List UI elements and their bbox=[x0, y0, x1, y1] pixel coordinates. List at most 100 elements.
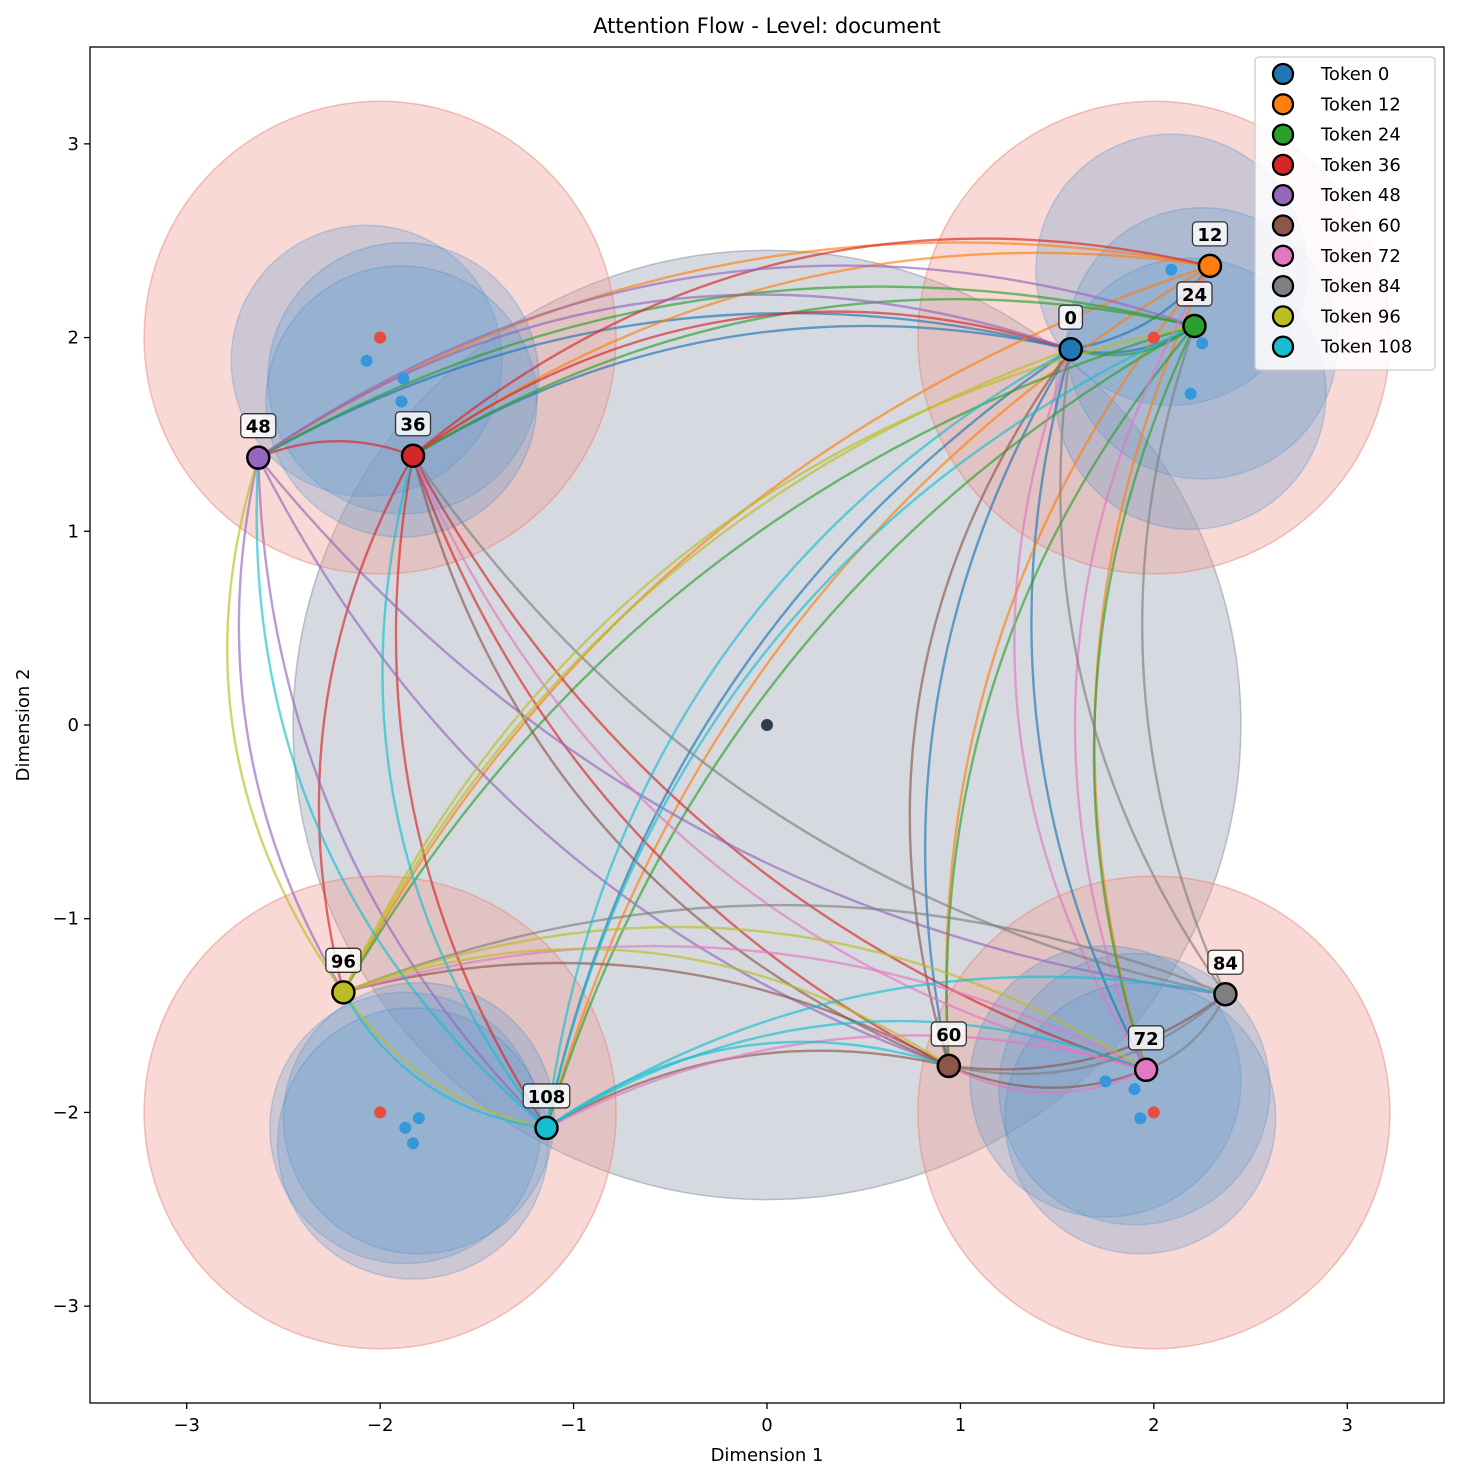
token-node-24 bbox=[1182, 313, 1207, 339]
edge-36-to-108 bbox=[394, 455, 548, 1129]
token-label-72: 72 bbox=[1134, 1029, 1159, 1050]
edge-0-to-36 bbox=[412, 324, 1071, 457]
token-node-84 bbox=[1213, 982, 1238, 1007]
legend-marker-36 bbox=[1271, 153, 1295, 177]
edge-108-to-36 bbox=[381, 455, 548, 1129]
edge-48-to-108 bbox=[257, 457, 548, 1129]
x-tick-label-5: 2 bbox=[1148, 1415, 1159, 1436]
edge-108-to-48 bbox=[255, 457, 548, 1129]
token-label-60: 60 bbox=[936, 1025, 961, 1046]
edge-84-to-24 bbox=[1141, 325, 1227, 995]
token-node-96 bbox=[331, 980, 356, 1005]
legend-label-24: Token 24 bbox=[1320, 125, 1401, 146]
legend-label-36: Token 36 bbox=[1320, 155, 1401, 176]
token-node-60 bbox=[936, 1053, 962, 1079]
edge-12-to-96 bbox=[342, 264, 1211, 993]
cluster-regions bbox=[143, 100, 1391, 1350]
edge-36-to-72 bbox=[411, 455, 1147, 1071]
edge-0-to-48 bbox=[257, 311, 1071, 459]
edge-84-to-60 bbox=[948, 993, 1227, 1076]
cluster-center-2 bbox=[374, 1106, 387, 1119]
edge-96-to-108 bbox=[342, 991, 547, 1130]
legend-marker-24 bbox=[1271, 123, 1295, 146]
x-tick-label-3: 0 bbox=[761, 1415, 772, 1436]
x-axis-label: Dimension 1 bbox=[711, 1445, 824, 1466]
x-tick-label-0: −3 bbox=[173, 1415, 200, 1436]
edge-72-to-60 bbox=[948, 1064, 1147, 1094]
cluster-center-1 bbox=[1147, 331, 1160, 344]
edge-60-to-84 bbox=[948, 993, 1227, 1071]
data-points bbox=[360, 263, 1209, 1150]
legend-marker-84 bbox=[1271, 274, 1295, 298]
edge-48-to-84 bbox=[257, 456, 1226, 996]
edge-36-to-0 bbox=[412, 310, 1072, 457]
token-label-box-60 bbox=[930, 1021, 967, 1047]
sub-point-4 bbox=[1196, 337, 1209, 350]
legend-label-0: Token 0 bbox=[1320, 64, 1389, 85]
legend-marker-12 bbox=[1271, 93, 1295, 116]
edge-72-to-36 bbox=[411, 455, 1147, 1071]
token-label-box-108 bbox=[522, 1083, 571, 1109]
y-tick-label-2: −1 bbox=[52, 909, 79, 930]
sub-point-5 bbox=[1184, 387, 1197, 400]
edge-96-to-24 bbox=[342, 324, 1195, 993]
attention-edges bbox=[226, 237, 1227, 1130]
token-label-box-48 bbox=[240, 413, 277, 439]
cluster-center-0 bbox=[374, 331, 387, 344]
cluster-center-3 bbox=[1147, 1106, 1160, 1119]
x-tick-label-2: −1 bbox=[560, 1415, 587, 1436]
edge-24-to-48 bbox=[257, 285, 1195, 459]
edge-84-to-0 bbox=[1059, 349, 1227, 995]
sub-point-10 bbox=[1128, 1083, 1141, 1096]
token-label-box-12 bbox=[1191, 221, 1229, 247]
legend-box bbox=[1254, 56, 1436, 371]
token-node-72 bbox=[1133, 1057, 1159, 1083]
y-tick-label-1: −2 bbox=[52, 1102, 79, 1123]
edge-108-to-24 bbox=[545, 324, 1195, 1129]
edge-84-to-36 bbox=[412, 455, 1226, 996]
token-label-box-24 bbox=[1176, 281, 1213, 307]
y-tick-label-4: 1 bbox=[68, 521, 79, 542]
legend-marker-48 bbox=[1271, 184, 1295, 207]
edge-96-to-72 bbox=[342, 925, 1147, 1071]
legend-label-60: Token 60 bbox=[1320, 216, 1401, 237]
token-node-108 bbox=[534, 1115, 559, 1141]
edge-24-to-96 bbox=[342, 324, 1195, 993]
edge-96-to-48 bbox=[226, 457, 345, 994]
token-label-48: 48 bbox=[246, 417, 271, 438]
x-tick-label-4: 1 bbox=[955, 1415, 966, 1436]
legend-marker-108 bbox=[1271, 335, 1295, 358]
token-label-box-84 bbox=[1207, 949, 1244, 975]
x-axis-ticks: −3 −2 −1 0 1 2 3 bbox=[173, 1403, 1353, 1436]
edge-36-to-48 bbox=[257, 440, 414, 459]
legend-label-48: Token 48 bbox=[1320, 185, 1401, 206]
sub-point-0 bbox=[360, 354, 373, 367]
edge-0-to-60 bbox=[923, 348, 1072, 1067]
edge-84-to-72 bbox=[1145, 993, 1227, 1071]
edge-36-to-60 bbox=[411, 455, 950, 1068]
sub-point-2 bbox=[395, 395, 408, 408]
legend-marker-0 bbox=[1271, 62, 1295, 86]
token-label-box-0 bbox=[1058, 304, 1084, 330]
chart-title: Attention Flow - Level: document bbox=[593, 14, 941, 38]
edge-84-to-96 bbox=[342, 903, 1226, 996]
edge-24-to-72 bbox=[1092, 325, 1196, 1071]
token-nodes: 0 12 24 36 48 60 72 84 96 108 bbox=[240, 221, 1244, 1141]
edge-108-to-0 bbox=[545, 348, 1072, 1129]
edge-72-to-96 bbox=[343, 944, 1147, 1071]
edge-60-to-72 bbox=[948, 1064, 1147, 1089]
edge-60-to-96 bbox=[343, 961, 950, 1067]
edge-12-to-36 bbox=[412, 251, 1211, 457]
edge-60-to-0 bbox=[908, 348, 1072, 1067]
edge-108-to-84 bbox=[545, 975, 1226, 1129]
legend-marker-60 bbox=[1271, 214, 1295, 237]
edge-60-to-36 bbox=[411, 455, 950, 1068]
edge-24-to-60 bbox=[945, 325, 1196, 1067]
edge-60-to-108 bbox=[545, 1049, 950, 1129]
edge-108-to-72 bbox=[545, 1020, 1147, 1129]
legend-label-96: Token 96 bbox=[1320, 306, 1401, 327]
token-node-12 bbox=[1197, 253, 1223, 279]
sub-point-3 bbox=[1165, 263, 1178, 276]
edge-36-to-96 bbox=[317, 455, 415, 993]
